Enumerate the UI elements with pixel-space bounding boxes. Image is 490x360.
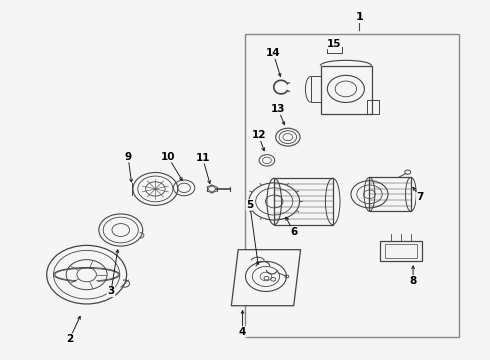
Bar: [311, 76, 321, 102]
Text: 1: 1: [356, 13, 364, 22]
Bar: [274, 178, 333, 225]
Text: 12: 12: [251, 130, 266, 140]
Bar: [367, 100, 379, 114]
Text: 14: 14: [266, 48, 281, 58]
Polygon shape: [231, 249, 300, 306]
Bar: [369, 177, 411, 211]
Text: 9: 9: [124, 152, 132, 162]
Bar: [245, 33, 460, 337]
Text: 7: 7: [416, 192, 424, 202]
Text: 15: 15: [326, 39, 341, 49]
Text: 2: 2: [66, 334, 73, 344]
Text: 10: 10: [161, 152, 175, 162]
Text: 3: 3: [107, 287, 115, 296]
Text: 6: 6: [290, 227, 297, 237]
Bar: [385, 244, 417, 258]
Text: 8: 8: [410, 276, 416, 286]
Text: 13: 13: [271, 104, 285, 114]
Text: 5: 5: [246, 200, 253, 210]
Bar: [380, 241, 422, 261]
Bar: [320, 66, 372, 114]
Text: 11: 11: [196, 153, 210, 163]
Text: 4: 4: [239, 327, 246, 337]
